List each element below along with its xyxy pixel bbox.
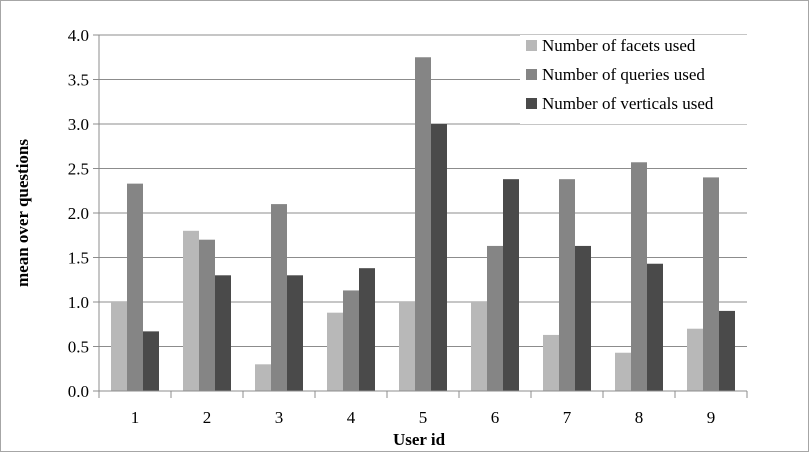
x-tick-label: 2 xyxy=(203,408,212,427)
bar-3-2 xyxy=(215,275,231,391)
bar-1-3 xyxy=(255,364,271,391)
y-tick-labels: 0.0 0.5 1.0 1.5 2.0 2.5 3.0 3.5 4.0 xyxy=(68,26,89,401)
y-tick-label: 4.0 xyxy=(68,26,89,45)
bar-3-4 xyxy=(359,268,375,391)
bar-2-4 xyxy=(343,290,359,391)
bar-1-7 xyxy=(543,334,559,391)
x-tick-label: 5 xyxy=(419,408,428,427)
bar-3-8 xyxy=(647,263,663,391)
legend-label: Number of facets used xyxy=(542,36,696,55)
legend-label: Number of queries used xyxy=(542,65,705,84)
bar-1-8 xyxy=(615,352,631,391)
legend-swatch xyxy=(526,98,537,109)
bar-2-8 xyxy=(631,162,647,391)
bar-3-3 xyxy=(287,275,303,391)
x-tick-label: 4 xyxy=(347,408,356,427)
y-tick-label: 3.5 xyxy=(68,71,89,90)
y-tick-label: 2.5 xyxy=(68,160,89,179)
bar-2-9 xyxy=(703,177,719,391)
y-tick-label: 1.5 xyxy=(68,249,89,268)
y-tick-label: 1.0 xyxy=(68,293,89,312)
bars xyxy=(111,57,735,391)
bar-3-6 xyxy=(503,179,519,391)
x-tick-label: 7 xyxy=(563,408,572,427)
x-tick-label: 6 xyxy=(491,408,500,427)
legend-swatch xyxy=(526,40,537,51)
bar-1-1 xyxy=(111,302,127,391)
bar-2-6 xyxy=(487,245,503,391)
x-axis-title: User id xyxy=(393,430,446,449)
bar-3-7 xyxy=(575,245,591,391)
bar-1-9 xyxy=(687,328,703,391)
bar-1-6 xyxy=(471,302,487,391)
y-axis-title: mean over questions xyxy=(13,139,32,287)
legend-background xyxy=(520,35,760,124)
bar-2-1 xyxy=(127,183,143,391)
bar-3-9 xyxy=(719,310,735,391)
legend: Number of facets used Number of queries u… xyxy=(520,35,760,124)
bar-2-7 xyxy=(559,179,575,391)
bar-2-2 xyxy=(199,239,215,391)
x-tick-label: 8 xyxy=(635,408,644,427)
bar-3-5 xyxy=(431,124,447,391)
y-tick-label: 0.5 xyxy=(68,338,89,357)
bar-2-5 xyxy=(415,57,431,391)
bar-2-3 xyxy=(271,204,287,391)
legend-swatch xyxy=(526,69,537,80)
y-tick-label: 3.0 xyxy=(68,115,89,134)
y-tick-label: 2.0 xyxy=(68,204,89,223)
x-tick-labels: 1 2 3 4 5 6 7 8 9 xyxy=(131,408,716,427)
bar-1-5 xyxy=(399,302,415,391)
bar-3-1 xyxy=(143,331,159,391)
bar-1-4 xyxy=(327,312,343,391)
x-tick-label: 1 xyxy=(131,408,140,427)
axes xyxy=(93,34,748,398)
legend-label: Number of verticals used xyxy=(542,94,714,113)
x-tick-label: 3 xyxy=(275,408,284,427)
x-tick-label: 9 xyxy=(707,408,716,427)
bar-1-2 xyxy=(183,230,199,391)
y-tick-label: 0.0 xyxy=(68,382,89,401)
